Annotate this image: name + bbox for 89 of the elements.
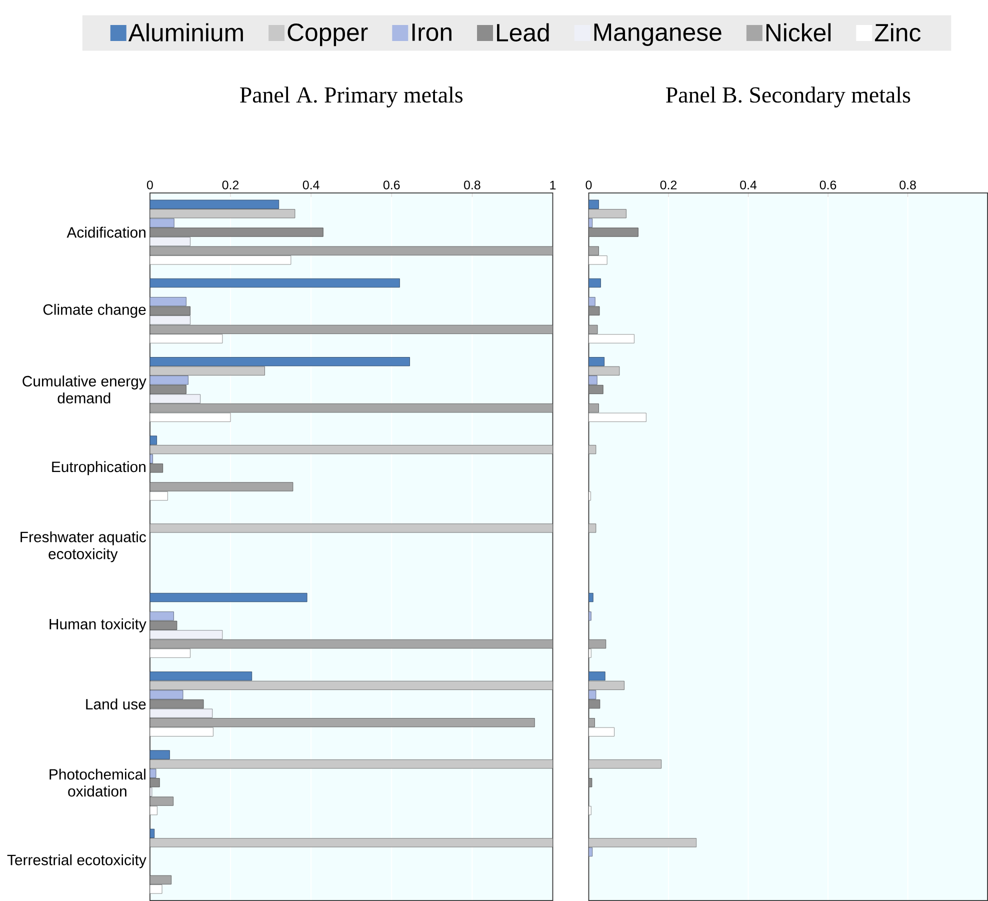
bar: [588, 444, 596, 454]
bar: [588, 296, 596, 306]
bar: [150, 357, 410, 366]
y-tick-label: Land use: [86, 698, 146, 710]
legend-label: Copper: [288, 24, 368, 46]
bar: [150, 592, 308, 602]
x-tick-label: 0: [586, 180, 592, 190]
bar: [150, 306, 190, 316]
bar: [150, 708, 213, 718]
x-tick-label: 0.6: [383, 180, 400, 190]
bar: [588, 384, 604, 394]
legend-label: Lead: [497, 23, 549, 42]
x-tick-label: 0.8: [464, 180, 480, 190]
bar: [588, 228, 638, 237]
bar: [150, 524, 553, 533]
bar: [150, 366, 265, 376]
bar: [150, 324, 553, 334]
bar: [588, 524, 596, 533]
bar: [588, 246, 599, 256]
y-tick-label: Climate change: [43, 304, 146, 318]
bar: [150, 796, 174, 806]
legend-label: Nickel: [766, 23, 831, 42]
x-tick-label: 1: [550, 180, 556, 190]
bar: [150, 630, 223, 640]
bar: [588, 838, 697, 848]
bar: [150, 750, 170, 760]
x-tick-label: 0.4: [740, 180, 757, 190]
bar: [150, 718, 535, 728]
y-tick-label: Cumulative energy demand: [22, 376, 146, 404]
bar: [588, 680, 624, 690]
bar: [150, 699, 204, 709]
bar: [588, 699, 600, 709]
y-tick-label: Terrestrial ecotoxicity: [7, 854, 146, 868]
bar: [150, 875, 172, 884]
bar: [150, 228, 324, 237]
bar: [588, 759, 662, 769]
y-tick-label: Human toxicity: [50, 618, 146, 632]
bar: [150, 316, 190, 325]
bar: [150, 444, 553, 454]
bar: [150, 200, 280, 209]
bar: [150, 394, 200, 404]
bar: [150, 404, 553, 413]
bar: [150, 727, 214, 736]
bar: [150, 278, 400, 288]
bar: [150, 209, 296, 218]
bar: [588, 404, 599, 413]
y-tick-label: Eutrophication: [52, 461, 146, 476]
bar: [150, 672, 252, 681]
bar: [588, 718, 595, 728]
bar: [588, 306, 600, 316]
x-tick-label: 0.4: [302, 180, 320, 190]
chart-title: Panel A. Primary metals: [240, 86, 462, 108]
bar: [150, 639, 553, 648]
bar: [150, 334, 223, 344]
bar: [150, 412, 231, 422]
legend-label: Aluminium: [128, 23, 243, 42]
bar: [150, 246, 553, 256]
legend-label: Iron: [412, 24, 452, 42]
x-tick-label: 0.8: [900, 180, 916, 190]
bar: [588, 778, 592, 788]
y-tick-label: Acidification: [66, 226, 146, 238]
bar: [150, 296, 186, 306]
bar: [588, 612, 592, 621]
bar: [150, 680, 553, 690]
bar: [150, 236, 190, 246]
bar: [150, 648, 190, 658]
y-tick-label: Freshwater aquatic ecotoxicity: [20, 531, 146, 562]
x-tick-label: 0.2: [222, 180, 239, 190]
bar: [588, 366, 620, 376]
x-tick-label: 0.2: [660, 180, 677, 190]
bar: [150, 376, 188, 385]
bar: [588, 218, 593, 228]
legend-label: Zinc: [874, 23, 921, 42]
x-tick-label: 0.6: [820, 180, 836, 190]
bar: [588, 639, 606, 648]
bar: [588, 847, 593, 856]
bar: [588, 324, 598, 334]
bar: [150, 759, 553, 769]
chart-title: Panel B. Secondary metals: [666, 86, 910, 108]
bar: [588, 672, 606, 681]
bar: [150, 384, 186, 394]
bar: [150, 482, 294, 492]
y-tick-label: Photochemical oxidation: [50, 768, 146, 797]
bar: [150, 838, 553, 848]
legend-label: Manganese: [594, 24, 722, 46]
bar: [588, 690, 596, 700]
x-tick-label: 0: [146, 180, 153, 190]
bar: [588, 376, 598, 385]
bar: [588, 209, 626, 218]
